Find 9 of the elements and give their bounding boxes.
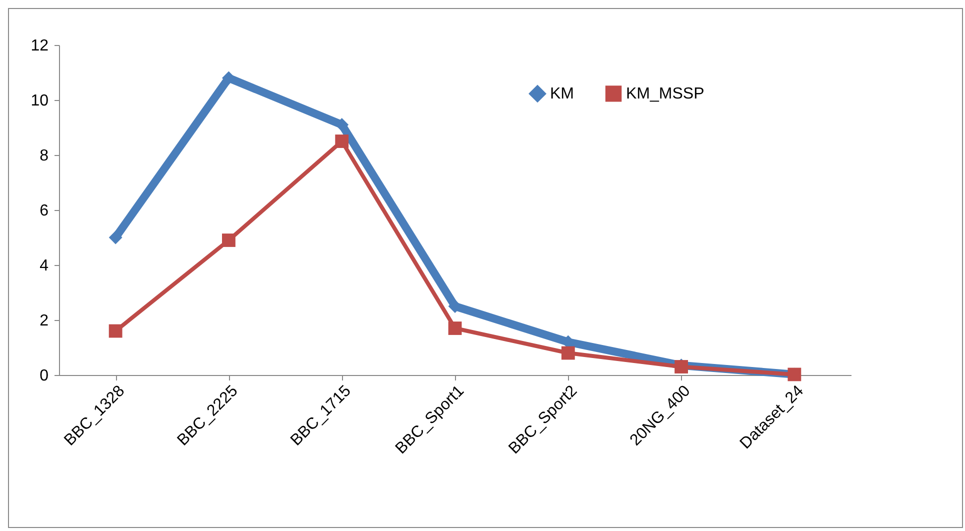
- y-tick-label: 12: [30, 38, 49, 54]
- y-tick-label: 2: [40, 312, 49, 330]
- legend-label: KM_MSSP: [626, 86, 704, 103]
- y-tick-label: 4: [40, 258, 49, 274]
- y-tick-label: 0: [40, 368, 49, 384]
- legend-label: KM: [550, 86, 574, 103]
- y-tick-label: 10: [30, 92, 49, 110]
- y-tick-label: 6: [40, 202, 49, 220]
- y-tick-label: 8: [40, 148, 49, 164]
